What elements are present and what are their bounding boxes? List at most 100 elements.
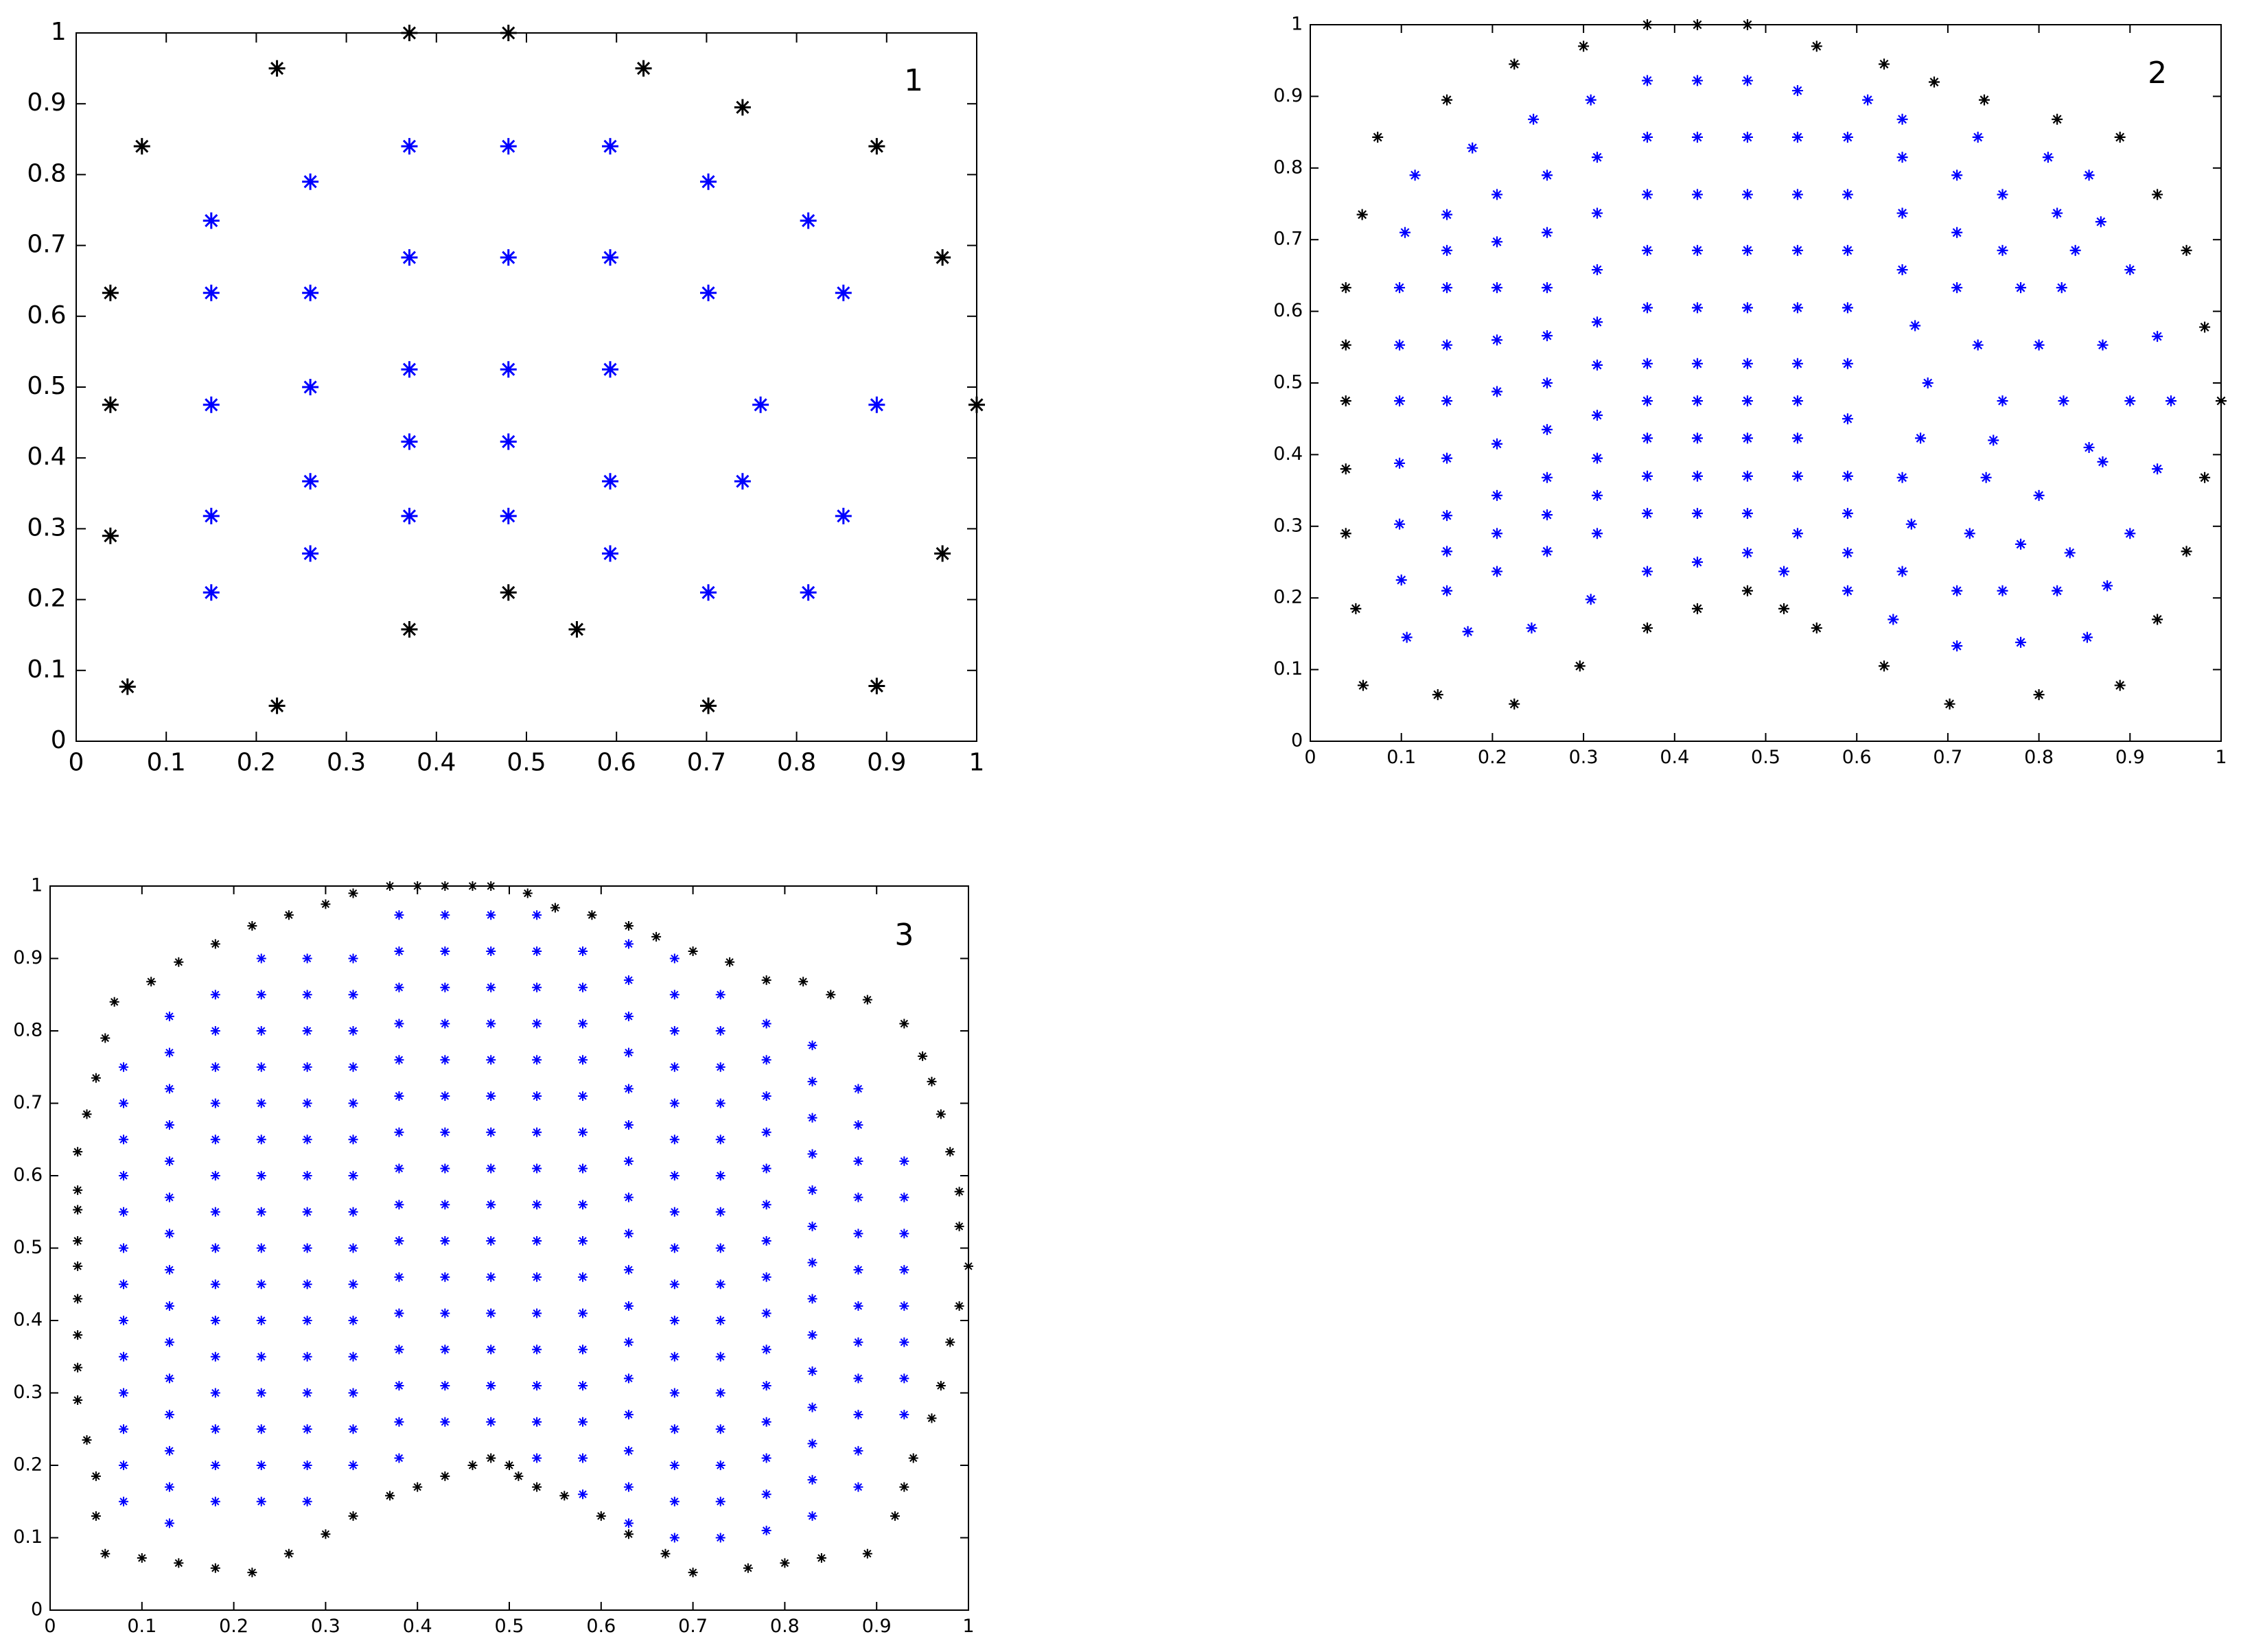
data-point (853, 1120, 863, 1130)
data-point (91, 1073, 101, 1083)
data-point (623, 1011, 634, 1021)
data-point (1641, 395, 1653, 407)
data-point (807, 1221, 817, 1231)
data-point (532, 1453, 542, 1463)
data-point (1842, 508, 1853, 520)
data-point (119, 1062, 129, 1072)
data-point (256, 990, 266, 1000)
data-point (164, 1518, 174, 1528)
data-point (394, 982, 404, 992)
data-point (945, 1147, 955, 1157)
data-point (623, 1410, 634, 1420)
data-point (348, 1511, 358, 1521)
data-point (532, 946, 542, 956)
data-point (174, 1558, 184, 1568)
data-point (2181, 244, 2192, 256)
data-point (2165, 395, 2177, 407)
data-point (119, 678, 136, 695)
data-point (1526, 623, 1537, 634)
data-point (918, 1051, 928, 1061)
data-point (1915, 432, 1927, 444)
data-point (1778, 603, 1790, 614)
data-point (302, 173, 319, 190)
data-point (715, 1279, 725, 1290)
data-point (73, 1185, 83, 1196)
data-point (256, 1062, 266, 1072)
data-point (1542, 170, 1553, 181)
data-point (532, 1019, 542, 1029)
data-point (1922, 377, 1934, 388)
data-point (807, 1113, 817, 1123)
data-point (532, 1055, 542, 1065)
data-point (1441, 282, 1453, 294)
data-point (302, 1279, 312, 1290)
data-point (82, 1435, 92, 1445)
x-tick-label: 0.6 (597, 748, 636, 776)
x-tick-label: 0.6 (1842, 747, 1872, 768)
x-tick-label: 0.1 (1386, 747, 1416, 768)
data-point (119, 1461, 129, 1470)
data-point (73, 1294, 83, 1304)
data-point (500, 249, 517, 266)
data-point (934, 545, 951, 562)
y-tick-label: 0.3 (27, 513, 66, 542)
y-tick-label: 0 (1291, 730, 1303, 752)
data-point (1592, 452, 1603, 464)
data-point (853, 1229, 863, 1239)
data-point (853, 1373, 863, 1384)
point-series (102, 25, 985, 714)
data-point (1741, 302, 1753, 314)
x-tick-label: 0.7 (1933, 747, 1962, 768)
data-point (853, 1482, 863, 1492)
data-point (669, 1496, 680, 1506)
data-point (210, 1461, 220, 1470)
data-point (486, 1417, 496, 1427)
y-tick-label: 0.2 (1273, 587, 1303, 608)
data-point (1641, 566, 1653, 577)
data-point (660, 1548, 671, 1559)
y-tick-label: 0.2 (13, 1454, 43, 1476)
data-point (1741, 432, 1753, 444)
data-point (1592, 207, 1603, 219)
data-point (385, 881, 395, 891)
data-point (559, 1491, 570, 1501)
data-point (164, 1192, 174, 1202)
chart-panel: 0 0.1 0.2 0.3 0.4 0.5 0.6 0.7 0.8 0.9 1 0 0.1 0.2 0.3 0… (27, 18, 985, 776)
data-point (348, 1098, 358, 1108)
data-point (899, 1019, 909, 1029)
data-point (899, 1410, 909, 1420)
point-series (73, 881, 973, 1578)
data-point (401, 507, 418, 524)
data-point (164, 1373, 174, 1384)
data-point (1741, 19, 1753, 30)
data-point (1778, 566, 1790, 577)
data-point (761, 1417, 771, 1427)
data-point (440, 1308, 450, 1318)
data-point (1842, 585, 1853, 596)
data-point (1691, 470, 1703, 482)
data-point (486, 1019, 496, 1029)
data-point (1691, 75, 1703, 86)
data-point (1491, 386, 1503, 397)
plot-area (76, 32, 977, 742)
data-point (899, 1229, 909, 1239)
data-point (715, 1351, 725, 1362)
data-point (2052, 207, 2063, 219)
data-point (164, 1301, 174, 1311)
data-point (669, 1279, 680, 1290)
data-point (2015, 636, 2027, 648)
data-point (669, 1062, 680, 1072)
y-tick-label: 0.8 (13, 1020, 43, 1041)
data-point (578, 1380, 588, 1391)
data-point (1592, 528, 1603, 539)
data-point (1909, 320, 1921, 331)
data-point (210, 1424, 220, 1434)
chart-panel: 0 0.1 0.2 0.3 0.4 0.5 0.6 0.7 0.8 0.9 1 0 0.1 0.2 0.3 0… (13, 875, 974, 1637)
data-point (256, 1135, 266, 1145)
data-point (1988, 434, 1999, 446)
data-point (247, 1568, 257, 1578)
data-point (348, 888, 358, 898)
data-point (133, 138, 150, 155)
data-point (623, 939, 634, 949)
x-tick-label: 0.1 (127, 1616, 156, 1637)
